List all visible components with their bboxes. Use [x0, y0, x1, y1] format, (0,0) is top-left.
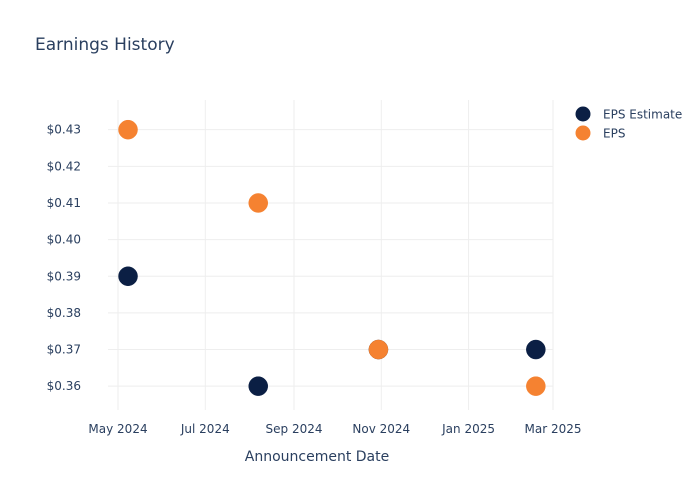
y-tick-label: $0.36 — [47, 379, 81, 393]
x-tick-label: Jan 2025 — [441, 422, 495, 436]
eps-point[interactable] — [526, 376, 546, 396]
y-tick-label: $0.39 — [47, 269, 81, 283]
data-points — [118, 119, 546, 396]
eps-estimate-point[interactable] — [248, 376, 268, 396]
x-tick-label: Mar 2025 — [525, 422, 582, 436]
legend-label: EPS — [603, 127, 625, 141]
legend-label: EPS Estimate — [603, 108, 682, 122]
chart-title: Earnings History — [35, 35, 175, 55]
x-axis-title: Announcement Date — [245, 449, 389, 465]
eps-point[interactable] — [368, 339, 389, 360]
eps-estimate-point[interactable] — [118, 266, 138, 287]
y-tick-label: $0.42 — [47, 159, 81, 173]
legend-marker — [575, 125, 591, 141]
y-tick-label: $0.40 — [47, 233, 81, 247]
eps-point[interactable] — [118, 119, 138, 140]
x-tick-label: May 2024 — [88, 422, 147, 436]
x-axis-ticks: May 2024 Jul 2024 Sep 2024 Nov 2024 Jan 2025… — [88, 422, 581, 436]
eps-estimate-point[interactable] — [526, 339, 546, 360]
y-tick-label: $0.38 — [47, 306, 81, 320]
y-tick-label: $0.37 — [47, 343, 81, 357]
legend: EPS Estimate EPS — [575, 106, 682, 141]
y-axis-ticks: $0.36 $0.37 $0.38 $0.39 $0.40 $0.41 $0.42 $0.43 — [47, 123, 81, 394]
x-tick-label: Jul 2024 — [180, 422, 230, 436]
eps-point[interactable] — [248, 193, 268, 213]
legend-marker — [575, 106, 591, 122]
y-tick-label: $0.43 — [47, 123, 81, 137]
x-tick-label: Sep 2024 — [266, 422, 323, 436]
y-tick-label: $0.41 — [47, 196, 81, 210]
x-tick-label: Nov 2024 — [352, 422, 410, 436]
grid — [108, 100, 554, 410]
